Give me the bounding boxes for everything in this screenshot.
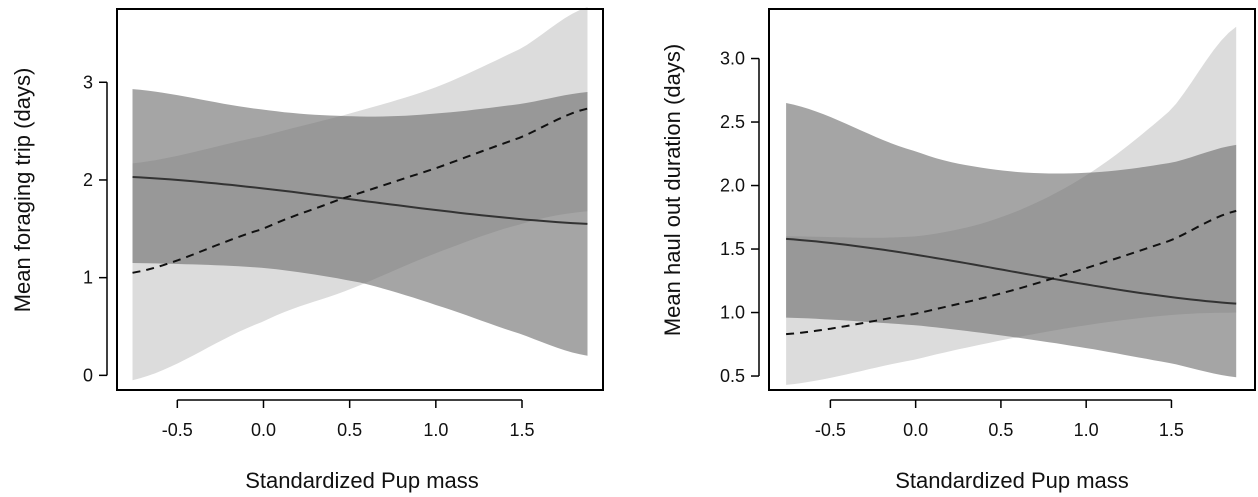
y-tick-label: 0.5 <box>720 366 745 386</box>
x-tick-label: -0.5 <box>815 420 846 440</box>
y-tick-label: 3.0 <box>720 49 745 69</box>
y-tick-label: 0 <box>83 365 93 385</box>
x-axis-title: Standardized Pup mass <box>895 468 1129 493</box>
y-axis-title: Mean haul out duration (days) <box>660 44 685 336</box>
y-tick-label: 1 <box>83 268 93 288</box>
y-tick-label: 2 <box>83 170 93 190</box>
y-tick-label: 2.0 <box>720 176 745 196</box>
x-tick-label: 1.5 <box>509 420 534 440</box>
plot-frame <box>768 8 1256 391</box>
y-tick-label: 1.5 <box>720 239 745 259</box>
x-tick-label: 0.0 <box>251 420 276 440</box>
solid-series-line <box>132 176 588 225</box>
solid-series-line <box>786 237 1237 305</box>
dashed-series-line <box>132 107 588 274</box>
y-tick-label: 3 <box>83 72 93 92</box>
plot-area <box>132 7 588 381</box>
plot-area <box>786 26 1237 385</box>
x-tick-label: 1.0 <box>423 420 448 440</box>
x-axis-title: Standardized Pup mass <box>245 468 479 493</box>
x-tick-label: 1.0 <box>1074 420 1099 440</box>
y-axis-title: Mean foraging trip (days) <box>10 68 35 313</box>
haul-out-panel: -0.5 0.0 0.5 1.0 1.5 0.5 1.0 1.5 2.0 2.5 3.0 Stand… <box>660 8 1256 493</box>
x-tick-label: 0.0 <box>903 420 928 440</box>
x-tick-label: 0.5 <box>337 420 362 440</box>
y-tick-label: 2.5 <box>720 112 745 132</box>
axes: -0.5 0.0 0.5 1.0 1.5 0.5 1.0 1.5 2.0 2.5 3.0 <box>720 49 1184 440</box>
axes: -0.5 0.0 0.5 1.0 1.5 0 1 2 3 <box>83 72 535 440</box>
x-tick-label: 0.5 <box>988 420 1013 440</box>
foraging-trip-panel: -0.5 0.0 0.5 1.0 1.5 0 1 2 3 Standardized Pup ma… <box>10 7 604 493</box>
ci-band-dark <box>132 89 588 356</box>
ci-band-dark <box>786 103 1237 378</box>
x-tick-label: -0.5 <box>162 420 193 440</box>
plot-frame <box>116 8 604 391</box>
dashed-series-line <box>786 209 1237 336</box>
y-tick-label: 1.0 <box>720 303 745 323</box>
x-tick-label: 1.5 <box>1159 420 1184 440</box>
